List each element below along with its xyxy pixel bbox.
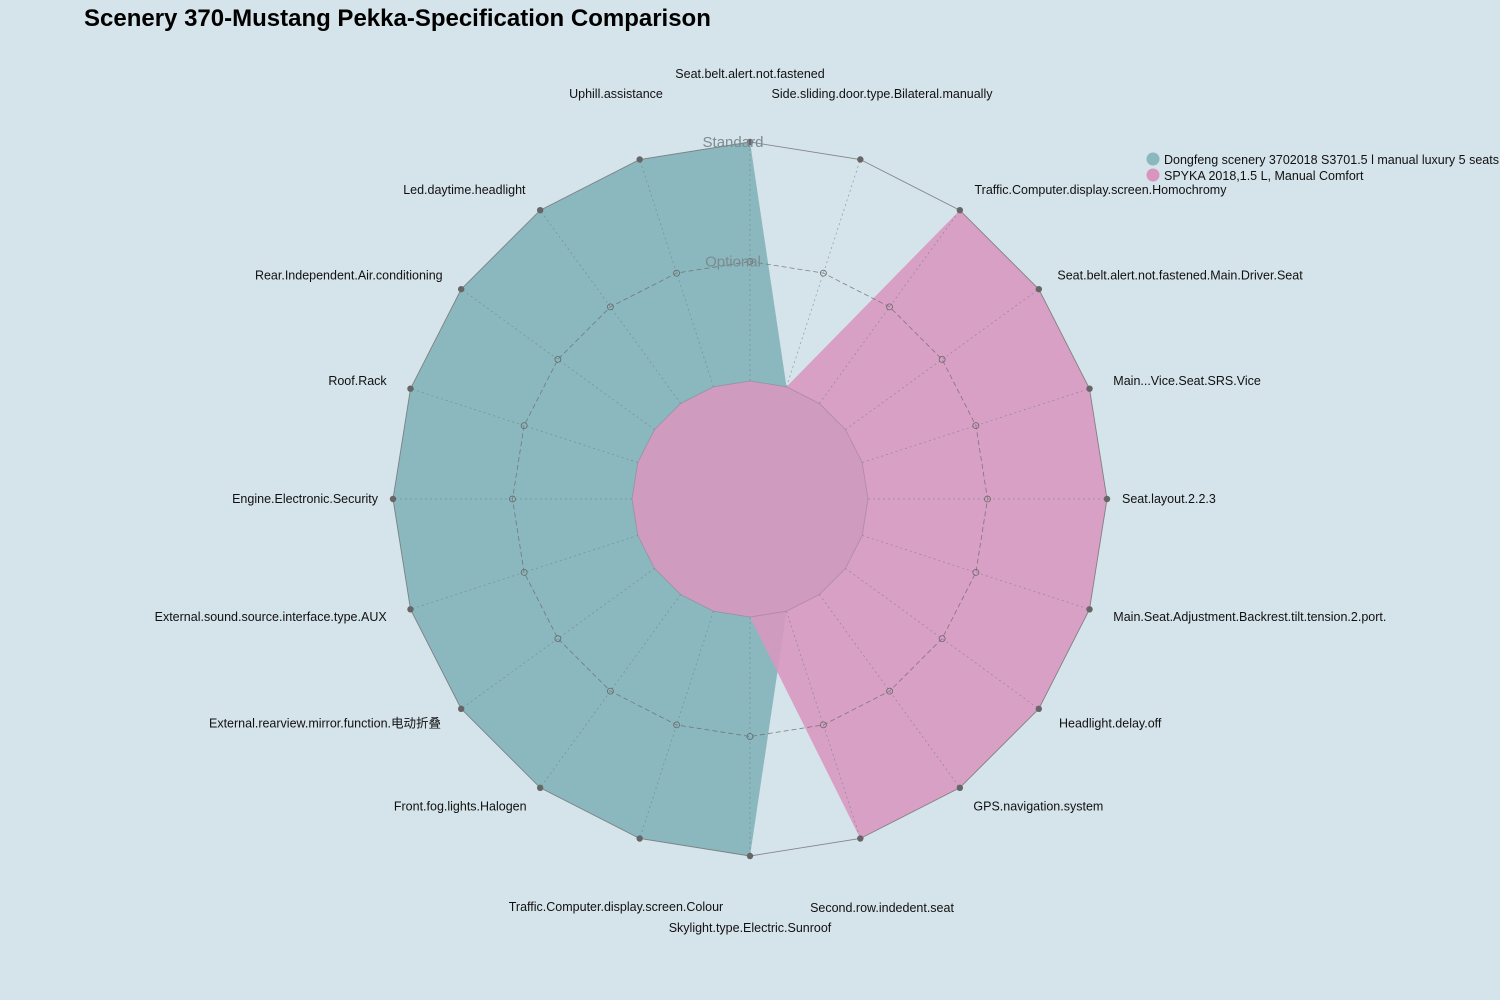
- grid-level-label-1: Optional: [705, 254, 761, 271]
- axis-label-5: Main...Vice.Seat.SRS.Vice: [1113, 374, 1261, 388]
- chart-title: Scenery 370-Mustang Pekka-Specification …: [84, 5, 711, 32]
- ring-marker-13: [607, 687, 614, 695]
- outer-marker-20: [636, 156, 643, 163]
- axis-label-7: Main.Seat.Adjustment.Backrest.tilt.tensi…: [1113, 610, 1386, 624]
- ring-marker-10: [819, 721, 827, 729]
- legend-swatch-2: [1146, 168, 1160, 182]
- ring-marker-20: [673, 269, 681, 277]
- axis-label-3: Traffic.Computer.display.screen.Homochro…: [975, 183, 1228, 197]
- axis-label-6: Seat.layout.2.2.3: [1122, 492, 1216, 506]
- axis-label-2: Side.sliding.door.type.Bilateral.manuall…: [772, 87, 994, 101]
- ring-marker-1: [746, 258, 754, 265]
- axis-label-4: Seat.belt.alert.not.fastened.Main.Driver…: [1057, 269, 1303, 283]
- axis-label-13: Front.fog.lights.Halogen: [394, 799, 527, 813]
- ring-marker-11: [746, 733, 754, 740]
- axis-label-17: Roof.Rack: [328, 374, 387, 388]
- outer-marker-17: [407, 385, 414, 392]
- ring-marker-18: [554, 356, 562, 363]
- grid-level-label-2: Standard: [703, 134, 764, 151]
- ring-marker-2: [819, 269, 827, 277]
- outer-marker-19: [536, 206, 544, 214]
- outer-marker-9: [956, 784, 964, 792]
- outer-marker-5: [1086, 385, 1093, 392]
- outer-marker-8: [1035, 705, 1043, 713]
- ring-marker-9: [886, 687, 893, 695]
- series-area-2: [632, 210, 1107, 839]
- outer-marker-15: [407, 606, 414, 613]
- ring-marker-17: [520, 422, 528, 430]
- axis-label-16: Engine.Electronic.Security: [232, 492, 379, 506]
- axis-label-14: External.rearview.mirror.function.电动折叠: [209, 716, 441, 731]
- axis-label-1: Seat.belt.alert.not.fastened: [675, 67, 824, 81]
- ring-marker-15: [520, 568, 528, 576]
- outer-marker-2: [857, 156, 864, 163]
- outer-marker-16: [389, 495, 397, 503]
- axis-label-9: GPS.navigation.system: [973, 799, 1103, 813]
- axis-label-15: External.sound.source.interface.type.AUX: [155, 610, 388, 624]
- axis-label-20: Uphill.assistance: [569, 87, 663, 101]
- ring-marker-14: [554, 635, 562, 642]
- ring-marker-5: [972, 422, 980, 430]
- axis-label-8: Headlight.delay.off: [1059, 717, 1162, 731]
- ring-marker-3: [886, 303, 893, 311]
- axis-label-12: Traffic.Computer.display.screen.Colour: [509, 900, 723, 914]
- outer-marker-1: [746, 138, 754, 146]
- legend-swatch-1: [1146, 152, 1160, 166]
- axis-label-18: Rear.Independent.Air.conditioning: [255, 269, 443, 283]
- outer-marker-7: [1086, 606, 1093, 613]
- outer-marker-3: [956, 206, 964, 214]
- axis-label-19: Led.daytime.headlight: [403, 183, 526, 197]
- legend-label-1: Dongfeng scenery 3702018 S3701.5 l manua…: [1164, 153, 1499, 167]
- outer-marker-6: [1103, 495, 1111, 503]
- outer-marker-13: [536, 784, 544, 792]
- legend-label-2: SPYKA 2018,1.5 L, Manual Comfort: [1164, 169, 1364, 183]
- ring-marker-16: [509, 495, 516, 503]
- ring-marker-4: [938, 356, 946, 363]
- outer-marker-12: [636, 835, 643, 842]
- axis-label-10: Second.row.indedent.seat: [810, 901, 954, 915]
- outer-marker-18: [457, 285, 465, 293]
- ring-marker-6: [984, 495, 991, 503]
- ring-marker-7: [972, 568, 980, 576]
- ring-marker-12: [673, 721, 681, 729]
- ring-marker-19: [607, 303, 614, 311]
- ring-marker-8: [938, 635, 946, 642]
- outer-marker-11: [746, 852, 754, 860]
- axis-label-11: Skylight.type.Electric.Sunroof: [669, 921, 832, 935]
- outer-marker-10: [857, 835, 864, 842]
- outer-marker-14: [457, 705, 465, 713]
- outer-marker-4: [1035, 285, 1043, 293]
